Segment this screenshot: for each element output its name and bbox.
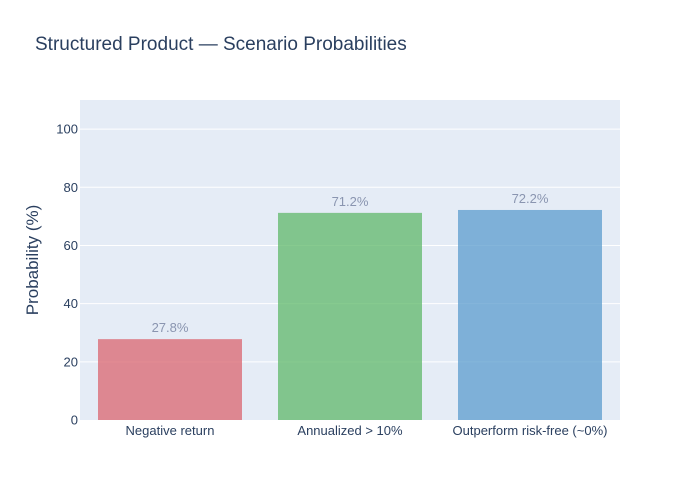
x-tick-label: Outperform risk-free (~0%)	[453, 423, 608, 438]
y-axis-ticks: 0 20 40 60 80 100	[56, 122, 78, 428]
bar[interactable]	[458, 209, 602, 420]
data-labels: 27.8% 71.2% 72.2%	[152, 191, 549, 335]
y-tick-label: 20	[64, 354, 78, 369]
x-tick-label: Negative return	[126, 423, 215, 438]
bar-data-label: 71.2%	[332, 194, 369, 209]
x-axis-ticks: Negative return Annualized > 10% Outperfor…	[126, 423, 608, 438]
chart-title: Structured Product — Scenario Probabilit…	[35, 34, 407, 55]
y-tick-label: 0	[71, 413, 78, 428]
y-tick-label: 60	[64, 238, 78, 253]
y-tick-label: 40	[64, 296, 78, 311]
x-tick-label: Annualized > 10%	[297, 423, 403, 438]
y-tick-label: 100	[56, 122, 78, 137]
bars	[98, 209, 602, 420]
y-axis-label: Probability (%)	[23, 205, 42, 316]
y-tick-label: 80	[64, 180, 78, 195]
bar[interactable]	[98, 339, 242, 420]
bar-data-label: 27.8%	[152, 320, 189, 335]
bar-data-label: 72.2%	[512, 191, 549, 206]
bar[interactable]	[278, 212, 422, 420]
